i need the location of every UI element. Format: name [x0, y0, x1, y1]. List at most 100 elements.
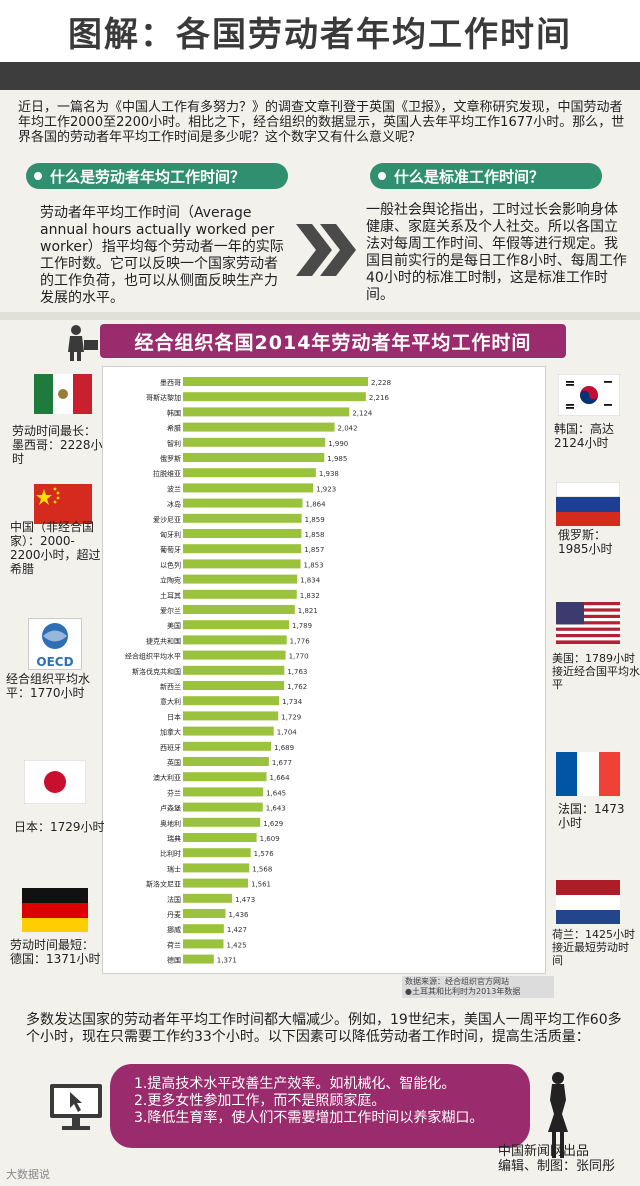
section-divider [0, 312, 640, 320]
bar [183, 909, 226, 918]
value-label: 2,228 [371, 379, 391, 387]
bar [183, 559, 301, 569]
reason-item: 2.更多女性参加工作，而不是照顾家庭。 [134, 1093, 386, 1109]
bullet-dot-icon [34, 172, 42, 180]
category-label: 瑞士 [167, 864, 181, 873]
value-label: 1,859 [305, 516, 325, 524]
japan-label: 日本：1729小时 [14, 820, 105, 834]
reason-item: 3.降低生育率，使人们不需要增加工作时间以养家糊口。 [134, 1110, 484, 1126]
category-label: 加拿大 [160, 728, 181, 737]
bar [183, 802, 263, 812]
value-label: 1,576 [254, 850, 275, 858]
value-label: 1,473 [235, 896, 255, 904]
value-label: 1,985 [327, 455, 347, 463]
bar [183, 605, 295, 614]
category-label: 斯洛伐克共和国 [132, 667, 181, 676]
chevron-right-icon [296, 224, 356, 276]
value-label: 1,425 [227, 941, 247, 949]
category-label: 奥地利 [160, 819, 181, 828]
value-label: 1,729 [281, 713, 301, 721]
category-label: 捷克共和国 [146, 636, 181, 645]
bar [183, 833, 257, 842]
bar [183, 468, 316, 478]
person-computer-icon [68, 325, 98, 361]
mexico-label: 劳动时间最长：墨西哥：2228小时 [12, 424, 103, 466]
bar [183, 817, 261, 827]
value-label: 1,763 [287, 668, 307, 676]
bar [183, 498, 303, 508]
credit-source: 中国新闻网出品 [498, 1144, 590, 1159]
bar-chart-svg: 墨西哥 2,228 哥斯达黎加 2,216 韩国 2,124 希腊 2,042 智利 1,990 俄… [125, 377, 391, 965]
category-label: 哥斯达黎加 [146, 393, 181, 402]
russia-flag [556, 482, 620, 526]
value-label: 1,834 [300, 577, 321, 585]
bar [183, 848, 251, 858]
bar [183, 377, 369, 386]
category-label: 美国 [167, 621, 181, 630]
value-label: 1,853 [304, 561, 324, 569]
intro-paragraph: 近日，一篇名为《中国人工作有多努力？》的调查文章刊登于英国《卫报》，文章称研究发… [18, 100, 625, 145]
china-label: 中国（非经合国家）：2000-2200小时，超过希腊 [10, 520, 101, 576]
bar [183, 726, 274, 736]
japan-flag [24, 760, 86, 804]
reason-item: 1.提高技术水平改善生产效率。如机械化、智能化。 [134, 1076, 456, 1092]
bar [183, 863, 250, 873]
category-label: 意大利 [160, 697, 181, 706]
category-label: 荷兰 [167, 940, 181, 949]
bullet-dot-icon [378, 172, 386, 180]
bar [183, 392, 366, 402]
category-label: 波兰 [167, 484, 181, 493]
bar [183, 893, 233, 903]
bar [183, 772, 267, 782]
mexico-flag [34, 374, 92, 414]
bar [183, 589, 297, 599]
value-label: 1,645 [266, 789, 286, 797]
bar [183, 878, 248, 888]
bar [183, 650, 286, 660]
category-label: 冰岛 [167, 500, 181, 509]
page-title: 图解：各国劳动者年均工作时间 [68, 14, 572, 55]
category-label: 法国 [167, 895, 181, 904]
usa-flag [556, 602, 620, 644]
definition-heading: 什么是劳动者年均工作时间？ [50, 168, 246, 186]
credit: 中国新闻网出品 编辑、制图：张同彤 [498, 1144, 615, 1174]
definition-heading-pill: 什么是劳动者年均工作时间？ [26, 163, 288, 189]
category-label: 挪威 [167, 925, 181, 934]
bar [183, 939, 224, 949]
value-label: 2,216 [369, 394, 390, 402]
bar [183, 437, 326, 447]
value-label: 1,609 [260, 835, 280, 843]
category-label: 日本 [167, 712, 181, 721]
category-label: 土耳其 [160, 591, 181, 600]
credit-editor: 编辑、制图：张同彤 [498, 1159, 616, 1174]
summary-text: 多数发达国家的劳动者年平均工作时间都大幅减少。例如，19世纪末，美国人一周平均工… [26, 1012, 622, 1045]
netherlands-flag [556, 880, 620, 924]
category-label: 比利时 [160, 849, 181, 858]
chart-source: 数据来源：经合组织官方网站 ●土耳其和比利时为2013年数据 [402, 976, 554, 998]
category-label: 丹麦 [167, 910, 181, 919]
value-label: 1,568 [252, 865, 272, 873]
bar [183, 924, 224, 934]
bar [183, 635, 287, 645]
category-label: 瑞典 [167, 834, 181, 843]
category-label: 以色列 [160, 560, 181, 569]
value-label: 1,770 [289, 653, 309, 661]
bar [183, 665, 285, 675]
category-label: 爱沙尼亚 [153, 516, 181, 524]
category-label: 立陶宛 [160, 576, 181, 585]
value-label: 1,938 [319, 470, 339, 478]
france-flag [556, 752, 620, 796]
oecd-logo: OECD [28, 618, 82, 670]
value-label: 1,677 [272, 759, 292, 767]
value-label: 1,629 [263, 820, 283, 828]
bar [183, 407, 350, 417]
value-label: 1,734 [282, 698, 303, 706]
standard-hours-heading: 什么是标准工作时间？ [394, 168, 545, 186]
france-label: 法国：1473小时 [558, 802, 625, 830]
bar [183, 681, 285, 690]
value-label: 1,689 [274, 744, 294, 752]
germany-flag [22, 888, 88, 932]
value-label: 2,124 [352, 409, 373, 417]
value-label: 1,704 [277, 729, 298, 737]
category-label: 经合组织平均水平 [125, 652, 181, 661]
